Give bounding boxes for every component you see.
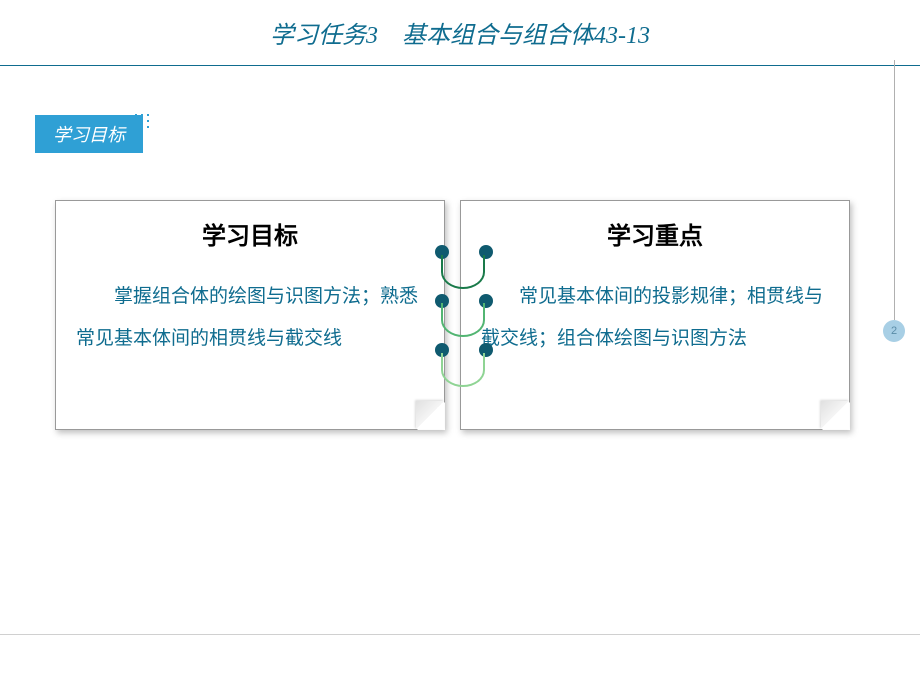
footer-divider bbox=[0, 634, 920, 635]
connector-decoration bbox=[435, 245, 493, 392]
page-title: 学习任务3 基本组合与组合体43-13 bbox=[0, 0, 920, 60]
card-objectives: 学习目标 掌握组合体的绘图与识图方法；熟悉常见基本体间的相贯线与截交线 bbox=[55, 200, 445, 430]
header-divider bbox=[0, 65, 920, 66]
card-content-right: 常见基本体间的投影规律；相贯线与截交线；组合体绘图与识图方法 bbox=[481, 276, 829, 360]
arc-icon bbox=[441, 255, 485, 289]
card-content-left: 掌握组合体的绘图与识图方法；熟悉常见基本体间的相贯线与截交线 bbox=[76, 276, 424, 360]
card-title-left: 学习目标 bbox=[76, 216, 424, 251]
arc-icon bbox=[441, 303, 485, 337]
card-keypoints: 学习重点 常见基本体间的投影规律；相贯线与截交线；组合体绘图与识图方法 bbox=[460, 200, 850, 430]
vertical-line bbox=[894, 60, 895, 320]
section-label: 学习目标 bbox=[35, 115, 143, 153]
card-title-right: 学习重点 bbox=[481, 216, 829, 251]
arc-icon bbox=[441, 353, 485, 387]
page-number-badge: 2 bbox=[883, 320, 905, 342]
